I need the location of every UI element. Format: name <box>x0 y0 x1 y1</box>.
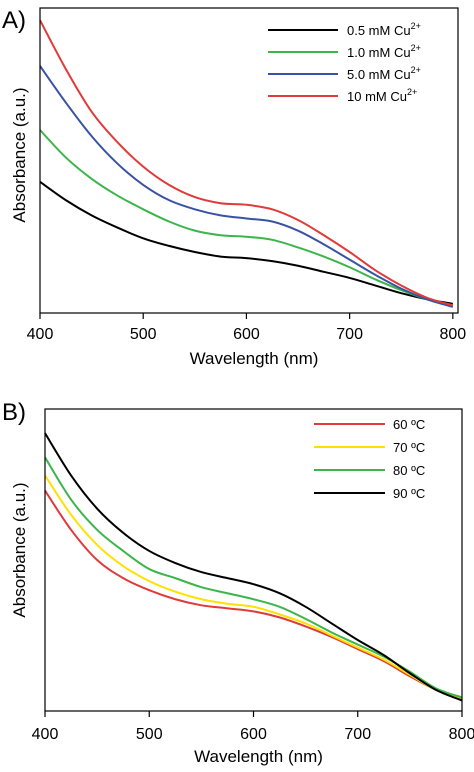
chart-panel-b: B) 400 500 600 700 800 Wavelength (nm) Absorban… <box>2 399 474 766</box>
legend-label: 10 mM Cu2+ <box>347 87 417 104</box>
x-tick-label: 600 <box>233 326 260 343</box>
x-tick-label: 400 <box>27 326 54 343</box>
x-tick-label: 800 <box>439 326 466 343</box>
legend-label: 1.0 mM Cu2+ <box>347 43 421 60</box>
x-tick-label: 700 <box>336 326 363 343</box>
series-line-1 <box>44 489 463 702</box>
x-tick-label: 400 <box>32 726 59 743</box>
y-axis-label: Absorbance (a.u.) <box>10 87 29 222</box>
x-axis-label: Wavelength (nm) <box>194 747 323 766</box>
x-tick-label: 700 <box>344 726 371 743</box>
chart-panel-a: A) 400 500 600 700 800 Wavelength (nm) Absorban… <box>2 7 466 368</box>
legend-label: 5.0 mM Cu2+ <box>347 65 421 82</box>
x-tick-label: 800 <box>449 726 474 743</box>
plot-frame <box>39 7 459 314</box>
legend-label: 70 ºC <box>393 440 425 455</box>
series-line-2 <box>39 129 454 307</box>
panel-label: A) <box>2 7 26 34</box>
x-tick-label: 500 <box>136 726 163 743</box>
x-tick-label: 500 <box>130 326 157 343</box>
legend-label: 80 ºC <box>393 463 425 478</box>
series-line-2 <box>44 474 463 700</box>
x-axis-label: Wavelength (nm) <box>190 349 319 368</box>
legend-label: 90 ºC <box>393 486 425 501</box>
series-line-3 <box>39 65 454 308</box>
legend-label: 60 ºC <box>393 417 425 432</box>
panel-label: B) <box>2 399 26 426</box>
series-line-1 <box>39 181 454 305</box>
x-tick-label: 600 <box>240 726 267 743</box>
series-line-4 <box>44 432 463 702</box>
legend: 0.5 mM Cu2+ 1.0 mM Cu2+ 5.0 mM Cu2+ 10 mM C… <box>268 21 421 104</box>
y-axis-label: Absorbance (a.u.) <box>10 482 29 617</box>
legend: 60 ºC 70 ºC 80 ºC 90 ºC <box>314 417 425 501</box>
series-line-4 <box>39 19 454 307</box>
legend-label: 0.5 mM Cu2+ <box>347 21 421 38</box>
